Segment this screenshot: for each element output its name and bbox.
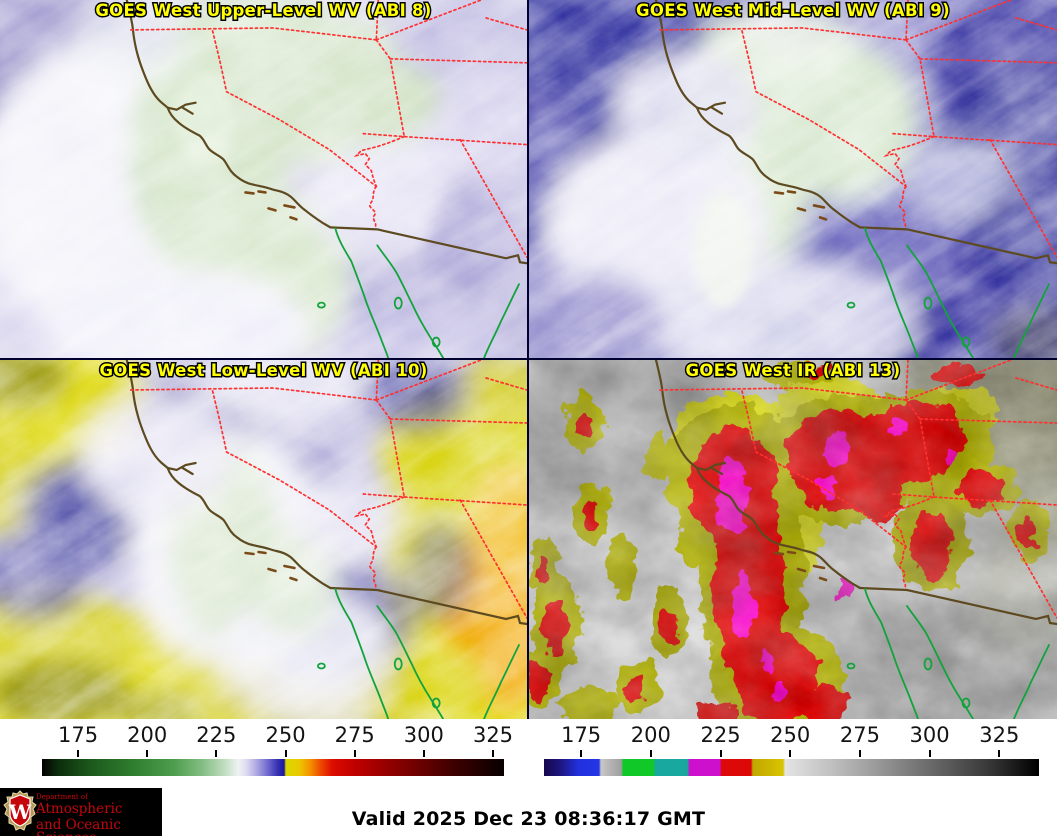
tick-label: 200 [127,723,168,747]
colorbar-row: 175 200 225 250 275 300 325 175 200 225 [0,719,1057,788]
tick-label: 325 [472,723,514,747]
colorbar-wv-tick-marks [42,750,504,759]
logo-name-line1: Atmospheric [36,801,123,817]
tick-label: 275 [839,723,880,747]
panel-abi13-ir: GOES West IR (ABI 13) [529,360,1057,719]
panel-abi10-low-level-wv: GOES West Low-Level WV (ABI 10) [0,360,527,719]
panel-title-abi8: GOES West Upper-Level WV (ABI 8) [95,1,431,20]
panel-grid: GOES West Upper-Level WV (ABI 8) [0,0,1057,719]
valid-timestamp: Valid 2025 Dec 23 08:36:17 GMT [351,808,706,830]
tick-label: 300 [909,723,950,747]
colorbar-ir-gradient [544,759,1039,776]
logo-name-line2: and Oceanic Sciences [36,816,121,836]
colorbar-ir-tick-labels: 175 200 225 250 275 300 325 [544,719,1039,750]
tick-label: 200 [630,723,671,747]
colorbar-ir-tick-marks [544,750,1039,759]
tick-label: 325 [979,723,1020,747]
colorbar-wv-tick-labels: 175 200 225 250 275 300 325 [42,719,513,750]
logo-dept-line: Department of [36,793,88,801]
panel-abi8-upper-level-wv: GOES West Upper-Level WV (ABI 8) [0,0,527,358]
panel-abi9-mid-level-wv: GOES West Mid-Level WV (ABI 9) [529,0,1057,358]
panel-title-abi10: GOES West Low-Level WV (ABI 10) [99,361,427,380]
panel-title-abi13: GOES West IR (ABI 13) [686,361,901,380]
tick-label: 175 [561,723,602,747]
uw-crest-icon: W [3,790,37,831]
tick-label: 175 [57,723,99,747]
logo-text: Department of Atmospheric and Oceanic Sc… [36,791,162,836]
colorbar-wv-gradient [42,759,504,776]
tick-label: 300 [403,723,444,747]
colorbar-wv: 175 200 225 250 275 300 325 [42,719,513,788]
tick-label: 250 [770,723,811,747]
tick-label: 275 [334,723,375,747]
colorbar-ir: 175 200 225 250 275 300 325 [544,719,1039,788]
tick-label: 225 [196,723,237,747]
uw-aos-logo: W Department of Atmospheric and Oceanic … [0,788,162,836]
panel-title-abi9: GOES West Mid-Level WV (ABI 9) [636,1,950,20]
tick-label: 250 [265,723,306,747]
svg-text:W: W [8,800,32,824]
tick-label: 225 [700,723,741,747]
